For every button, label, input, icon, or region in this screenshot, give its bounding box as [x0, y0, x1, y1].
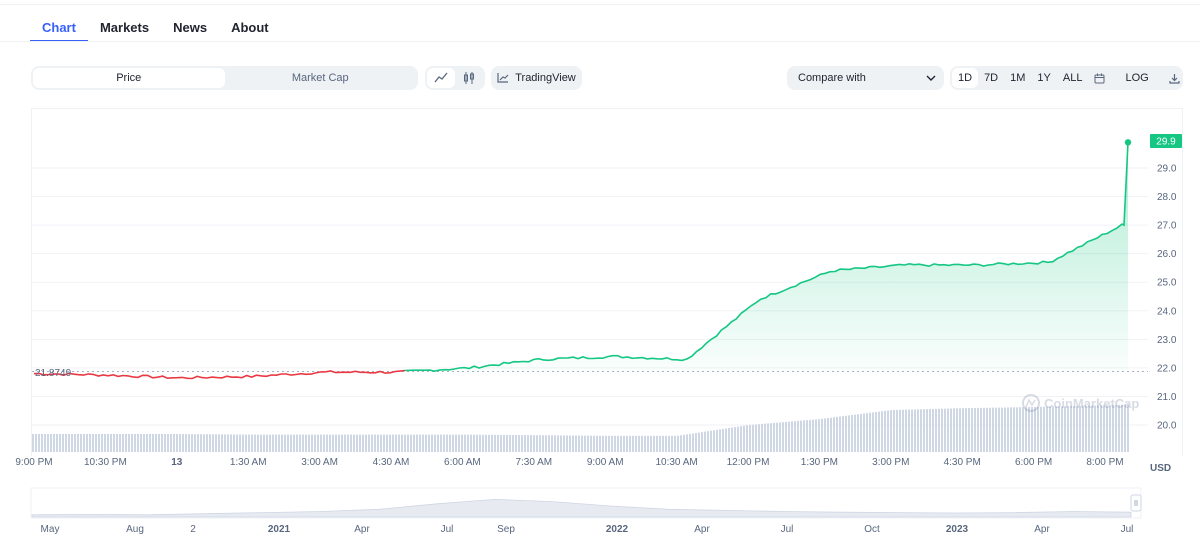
navigator-handle[interactable]: [1130, 494, 1142, 512]
tab-chart[interactable]: Chart: [30, 14, 88, 42]
tab-about[interactable]: About: [231, 20, 269, 35]
chart-frame: [31, 108, 1183, 456]
navigator-tick-label: Apr: [354, 524, 370, 535]
chevron-down-icon: [926, 75, 936, 81]
navigator-tick-label: 2021: [268, 524, 291, 535]
navigator-tick-label: 2: [190, 524, 196, 535]
range-1d[interactable]: 1D: [952, 68, 979, 88]
navigator-area: [31, 498, 1132, 518]
x-tick-label: 10:30 AM: [655, 457, 697, 468]
navigator-tick-label: Apr: [1034, 524, 1050, 535]
tradingview-button[interactable]: TradingView: [491, 66, 582, 90]
navigator-tick-label: Sep: [497, 524, 515, 535]
navigator-tick-label: Aug: [126, 524, 144, 535]
tradingview-icon: [497, 73, 509, 83]
x-tick-label: 10:30 PM: [84, 457, 127, 468]
log-scale-toggle[interactable]: LOG: [1125, 72, 1149, 84]
candlestick-button[interactable]: [455, 68, 483, 88]
navigator-tick-label: Oct: [864, 524, 880, 535]
line-chart-button[interactable]: [427, 68, 455, 88]
x-tick-label: 3:00 PM: [872, 457, 909, 468]
x-tick-label: 8:00 PM: [1086, 457, 1123, 468]
navigator-tick-label: May: [41, 524, 60, 535]
range-1y[interactable]: 1Y: [1037, 72, 1051, 84]
download-button[interactable]: [1163, 68, 1186, 88]
navigator-tick-label: Jul: [781, 524, 794, 535]
x-tick-label: 9:00 PM: [15, 457, 52, 468]
range-7d[interactable]: 7D: [984, 72, 999, 84]
price-toggle[interactable]: Price: [33, 68, 225, 88]
tab-news[interactable]: News: [173, 20, 208, 35]
x-tick-label: 4:30 AM: [373, 457, 410, 468]
x-tick-label: 12:00 PM: [727, 457, 770, 468]
x-tick-label: 1:30 AM: [230, 457, 267, 468]
tab-markets[interactable]: Markets: [99, 20, 150, 35]
tradingview-label: TradingView: [515, 72, 576, 84]
x-tick-label: 13: [171, 457, 183, 468]
x-tick-label: 3:00 AM: [301, 457, 338, 468]
currency-label: USD: [1150, 463, 1171, 474]
top-divider: [0, 4, 1200, 5]
x-tick-label: 1:30 PM: [801, 457, 838, 468]
x-tick-label: 4:30 PM: [944, 457, 981, 468]
line-chart-icon: [434, 72, 448, 83]
range-all[interactable]: ALL: [1062, 72, 1083, 84]
tab-divider: [0, 41, 1200, 42]
x-tick-label: 9:00 AM: [587, 457, 624, 468]
navigator-tick-label: Jul: [1121, 524, 1134, 535]
x-tick-label: 7:30 AM: [515, 457, 552, 468]
compare-with-dropdown[interactable]: Compare with: [787, 66, 944, 90]
calendar-icon: [1094, 73, 1105, 83]
navigator-tick-label: Jul: [441, 524, 454, 535]
download-icon: [1169, 73, 1180, 84]
market-cap-toggle[interactable]: Market Cap: [291, 72, 349, 84]
calendar-button[interactable]: [1088, 68, 1111, 88]
navigator-tick-label: 2022: [606, 524, 629, 535]
candlestick-icon: [464, 72, 474, 84]
x-tick-label: 6:00 PM: [1015, 457, 1052, 468]
time-range-selector: 1D 7D 1M 1Y ALL LOG: [950, 66, 1183, 90]
compare-with-label: Compare with: [798, 72, 866, 84]
navigator-tick-label: Apr: [694, 524, 710, 535]
price-marketcap-toggle: Price Market Cap: [31, 66, 418, 90]
range-navigator: [30, 487, 1142, 519]
range-1m[interactable]: 1M: [1010, 72, 1026, 84]
navigator-tick-label: 2023: [946, 524, 969, 535]
chart-type-toggle: [425, 66, 485, 90]
x-tick-label: 6:00 AM: [444, 457, 481, 468]
tab-bar: Chart Markets News About: [30, 14, 281, 42]
